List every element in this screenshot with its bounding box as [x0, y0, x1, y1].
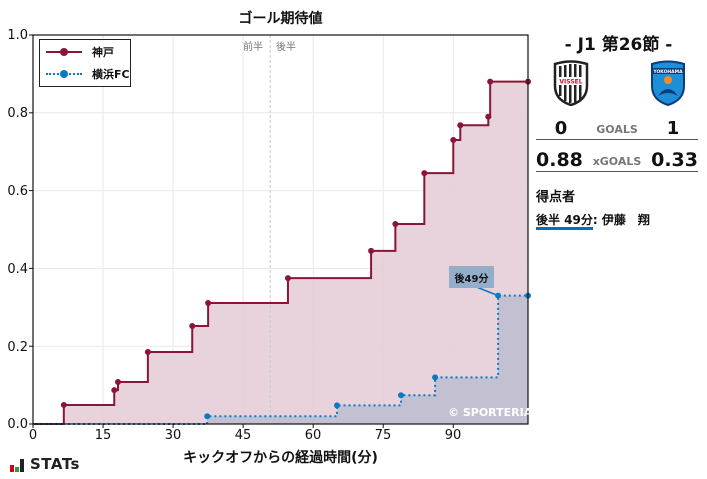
- logo-bar-icon: [15, 467, 19, 472]
- chart-legend: 神戸 横浜FC: [39, 39, 131, 87]
- x-axis-label: キックオフからの経過時間(分): [183, 450, 378, 466]
- copyright-text: © SPORTERIA: [448, 406, 533, 419]
- x-tick-label: 15: [94, 428, 112, 443]
- x-tick-label: 45: [234, 428, 252, 443]
- goals-label: GOALS: [596, 123, 638, 136]
- stats-logo-text: STATs: [30, 455, 80, 473]
- y-tick-label: 0.0: [7, 417, 28, 432]
- home-xg: 0.88: [536, 149, 583, 171]
- legend-item-home: 神戸: [46, 44, 114, 60]
- y-tick-label: 1.0: [7, 28, 28, 43]
- xgoals-row: 0.88 xGOALS 0.33: [536, 147, 698, 172]
- scorer-entry: 後半 49分: 伊藤 翔: [536, 211, 650, 230]
- y-tick-label: 0.6: [7, 184, 28, 199]
- vissel-crest-icon: VISSEL: [553, 60, 589, 106]
- logo-bar-icon: [10, 465, 14, 472]
- away-goals: 1: [666, 118, 680, 139]
- svg-text:VISSEL: VISSEL: [559, 79, 582, 86]
- second-half-label: 後半: [276, 42, 296, 53]
- scorer-name: 伊藤 翔: [601, 213, 650, 227]
- legend-label-away: 横浜FC: [92, 68, 130, 81]
- scorer-time: 後半 49分: [536, 213, 593, 230]
- yokohama-fc-crest-icon: YOKOHAMA: [651, 60, 685, 106]
- legend-swatch-home: [46, 47, 82, 57]
- matchday-title: - J1 第26節 -: [564, 35, 673, 55]
- y-tick-label: 0.8: [7, 106, 28, 121]
- first-half-label: 前半: [243, 42, 263, 53]
- y-tick-label: 0.4: [7, 262, 28, 277]
- x-tick-label: 30: [164, 428, 182, 443]
- goals-row: 0 GOALS 1: [536, 115, 698, 140]
- x-tick-label: 90: [444, 428, 462, 443]
- chart-title: ゴール期待値: [238, 11, 323, 27]
- y-tick-label: 0.2: [7, 340, 28, 355]
- x-tick-label: 60: [304, 428, 322, 443]
- away-xg: 0.33: [651, 149, 698, 171]
- scorers-title: 得点者: [536, 190, 576, 205]
- goal-annotation: 後49分: [449, 266, 494, 288]
- legend-label-home: 神戸: [92, 46, 114, 59]
- x-tick-label: 0: [28, 428, 38, 443]
- svg-text:YOKOHAMA: YOKOHAMA: [652, 69, 683, 75]
- scorer-separator: :: [592, 213, 602, 227]
- logo-bar-icon: [20, 459, 24, 472]
- legend-item-away: 横浜FC: [46, 66, 130, 82]
- x-tick-label: 75: [374, 428, 392, 443]
- match-summary-panel: - J1 第26節 - VISSEL YOKOHAMA 0 GOALS 1 0.…: [530, 0, 707, 479]
- stats-logo: STATs: [10, 457, 80, 472]
- legend-swatch-away: [46, 69, 82, 79]
- home-goals: 0: [554, 118, 568, 139]
- xgoals-label: xGOALS: [592, 155, 642, 168]
